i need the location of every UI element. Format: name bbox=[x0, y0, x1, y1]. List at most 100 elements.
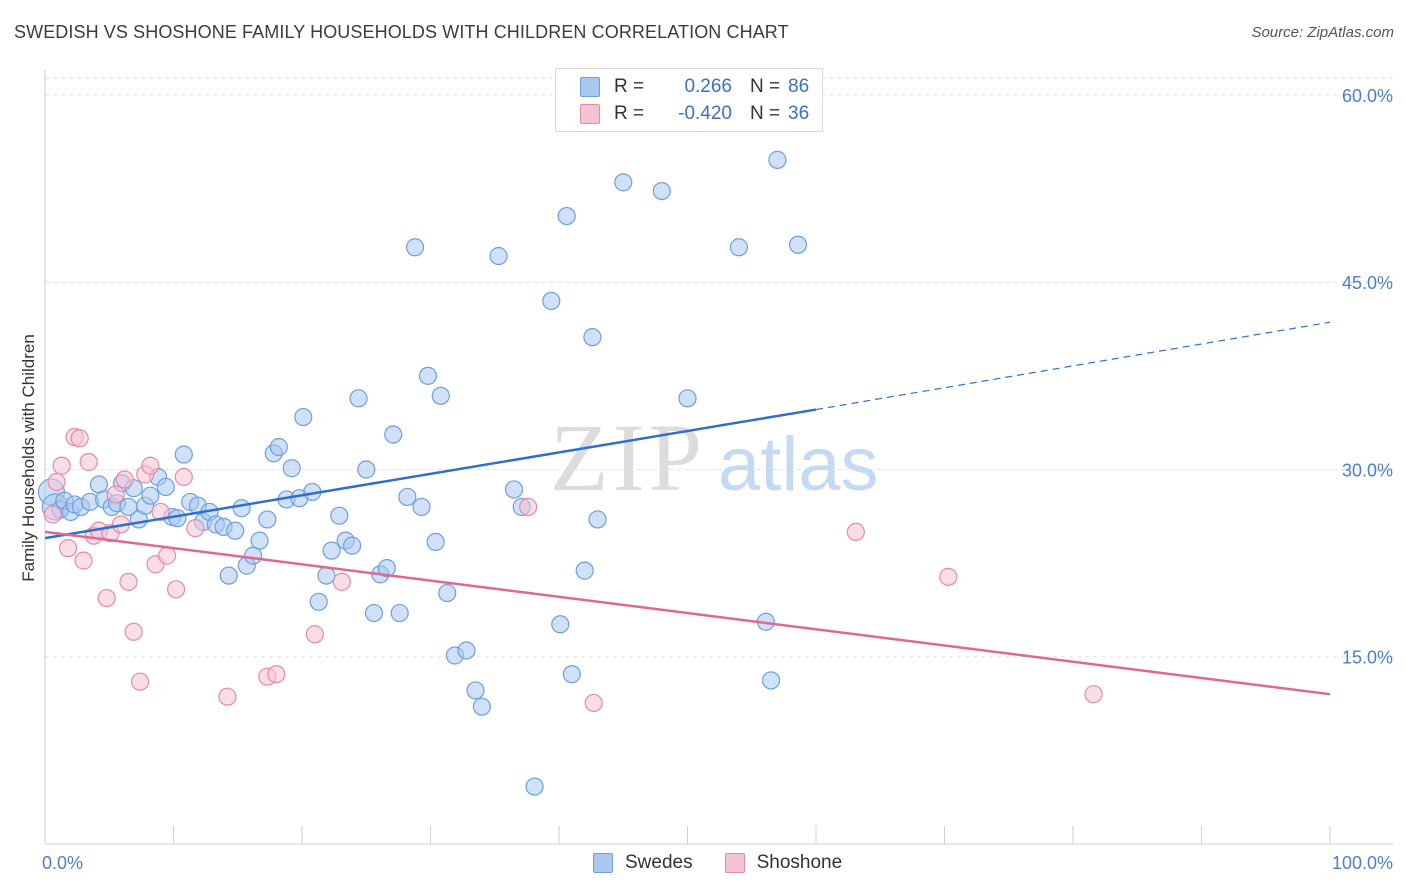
point-swedes-59 bbox=[418, 366, 438, 385]
point-shoshone-35 bbox=[1084, 685, 1103, 704]
point-swedes-85 bbox=[788, 235, 808, 254]
point-shoshone-29 bbox=[305, 625, 324, 644]
point-shoshone-7 bbox=[79, 452, 98, 472]
series-shoshone-points bbox=[43, 427, 1103, 713]
point-swedes-55 bbox=[390, 603, 409, 623]
point-swedes-78 bbox=[614, 173, 633, 192]
source-label: Source: ZipAtlas.com bbox=[1251, 24, 1394, 41]
point-swedes-67 bbox=[489, 246, 508, 266]
point-swedes-48 bbox=[343, 536, 362, 555]
point-swedes-66 bbox=[472, 697, 491, 716]
legend-swatch-shoshone bbox=[580, 104, 600, 124]
point-swedes-60 bbox=[426, 532, 445, 551]
point-shoshone-6 bbox=[74, 551, 93, 570]
point-swedes-31 bbox=[232, 499, 251, 518]
series-legend-swedes[interactable]: Swedes bbox=[593, 852, 693, 874]
legend-swatch-swedes bbox=[580, 77, 600, 97]
point-swedes-45 bbox=[322, 541, 341, 560]
trend-line-extension-swedes bbox=[815, 321, 1331, 411]
point-shoshone-2 bbox=[52, 456, 71, 475]
trend-line-shoshone bbox=[44, 530, 1331, 696]
watermark-zip: ZIP bbox=[550, 404, 706, 511]
point-swedes-75 bbox=[575, 561, 594, 580]
point-shoshone-26 bbox=[218, 687, 237, 706]
chart-title: SWEDISH VS SHOSHONE FAMILY HOUSEHOLDS WI… bbox=[14, 22, 789, 42]
point-swedes-46 bbox=[330, 506, 349, 525]
point-shoshone-25 bbox=[186, 519, 205, 538]
series-label-swedes: Swedes bbox=[625, 852, 693, 873]
y-tick-labels: 15.0% 30.0% 45.0% 60.0% bbox=[1342, 86, 1393, 668]
x-tick-labels: 0.0% 100.0% bbox=[42, 853, 1393, 873]
point-shoshone-22 bbox=[157, 546, 177, 565]
legend-row-shoshone: R = -0.420 N = 36 bbox=[580, 102, 809, 126]
point-swedes-39 bbox=[282, 459, 301, 478]
series-label-shoshone: Shoshone bbox=[756, 852, 843, 873]
point-shoshone-15 bbox=[119, 572, 138, 591]
point-shoshone-12 bbox=[106, 485, 125, 504]
point-shoshone-5 bbox=[70, 429, 89, 448]
series-swatch-swedes bbox=[593, 853, 613, 873]
point-swedes-49 bbox=[349, 389, 368, 408]
point-shoshone-34 bbox=[939, 567, 958, 586]
correlation-legend: R = 0.266 N = 86 R = -0.420 N = 36 bbox=[555, 68, 823, 132]
legend-n-value: 36 bbox=[788, 103, 810, 124]
point-swedes-22 bbox=[174, 445, 193, 464]
y-tick-label-3: 60.0% bbox=[1342, 86, 1393, 106]
watermark-atlas: atlas bbox=[718, 422, 879, 507]
point-swedes-41 bbox=[294, 407, 313, 427]
point-swedes-58 bbox=[412, 497, 431, 517]
legend-r-value: -0.420 bbox=[678, 103, 732, 124]
series-legend: Swedes Shoshone bbox=[593, 852, 874, 874]
point-shoshone-16 bbox=[124, 622, 143, 641]
legend-r-label: R = bbox=[614, 76, 645, 97]
point-shoshone-32 bbox=[584, 693, 603, 713]
point-swedes-77 bbox=[588, 510, 607, 529]
point-shoshone-33 bbox=[846, 522, 865, 542]
point-swedes-57 bbox=[405, 238, 425, 257]
point-swedes-44 bbox=[317, 566, 336, 585]
point-shoshone-21 bbox=[151, 502, 170, 522]
point-swedes-50 bbox=[357, 460, 376, 479]
point-shoshone-0 bbox=[43, 505, 62, 524]
point-swedes-37 bbox=[269, 437, 288, 457]
point-swedes-54 bbox=[384, 425, 403, 444]
point-swedes-30 bbox=[226, 521, 245, 540]
trend-line-swedes bbox=[44, 408, 817, 540]
point-swedes-29 bbox=[219, 566, 238, 585]
point-swedes-74 bbox=[562, 665, 581, 684]
point-shoshone-10 bbox=[97, 588, 116, 608]
point-shoshone-3 bbox=[59, 539, 78, 558]
legend-row-swedes: R = 0.266 N = 86 bbox=[580, 75, 809, 99]
legend-n-label: N = bbox=[750, 103, 781, 124]
point-swedes-62 bbox=[438, 583, 457, 603]
point-shoshone-24 bbox=[174, 467, 193, 487]
point-swedes-35 bbox=[258, 510, 277, 529]
y-tick-label-1: 30.0% bbox=[1342, 460, 1393, 480]
legend-n-label: N = bbox=[750, 76, 781, 97]
point-swedes-73 bbox=[557, 206, 576, 226]
point-swedes-64 bbox=[457, 641, 476, 660]
point-swedes-71 bbox=[542, 291, 561, 311]
point-swedes-19 bbox=[156, 477, 175, 497]
series-legend-shoshone[interactable]: Shoshone bbox=[724, 852, 843, 874]
point-swedes-17 bbox=[141, 486, 160, 505]
point-swedes-80 bbox=[678, 389, 697, 408]
watermark: ZIP atlas bbox=[550, 404, 879, 511]
y-axis-label: Family Households with Children bbox=[19, 334, 38, 582]
point-swedes-84 bbox=[768, 150, 787, 169]
x-tick-label-1: 100.0% bbox=[1332, 853, 1393, 873]
y-tick-label-0: 15.0% bbox=[1342, 648, 1393, 668]
data-points bbox=[37, 150, 1103, 796]
point-swedes-79 bbox=[652, 181, 671, 201]
point-swedes-76 bbox=[583, 328, 602, 347]
series-swatch-shoshone bbox=[724, 853, 745, 873]
trend-lines bbox=[44, 321, 1331, 696]
point-shoshone-23 bbox=[166, 580, 186, 599]
point-swedes-51 bbox=[364, 603, 384, 623]
point-swedes-68 bbox=[504, 480, 524, 499]
point-swedes-81 bbox=[729, 238, 749, 257]
point-shoshone-1 bbox=[47, 472, 66, 492]
point-swedes-43 bbox=[309, 592, 328, 611]
y-tick-label-2: 45.0% bbox=[1342, 273, 1393, 293]
